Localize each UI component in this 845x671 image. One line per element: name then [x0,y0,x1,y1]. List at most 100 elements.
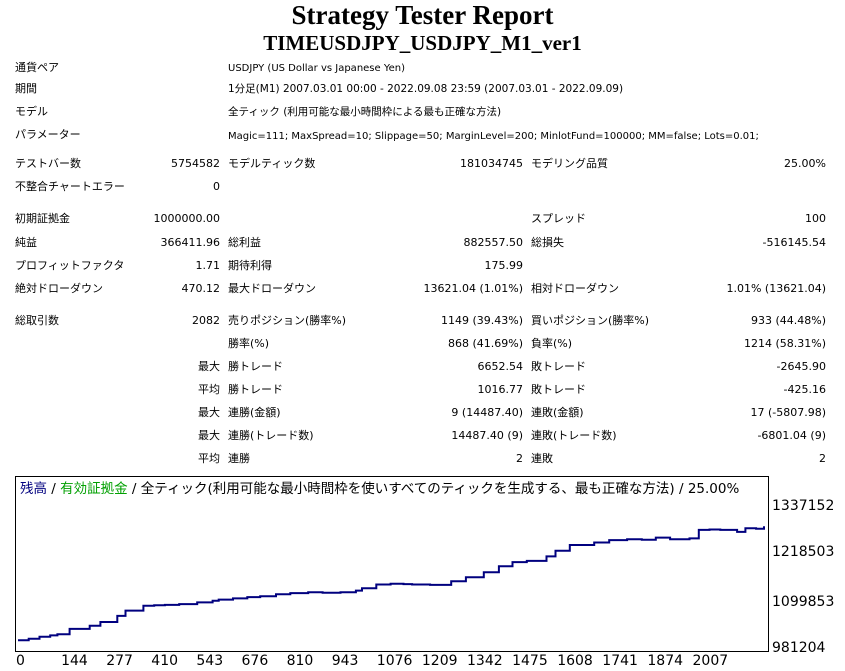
average-consecutive-losses-value: 2 [819,452,826,465]
average-consecutive-losses-label: 連敗 [531,452,553,465]
x-tick-label: 1209 [421,653,458,669]
deposit-label: 初期証拠金 [15,212,70,225]
report-subtitle: TIMEUSDJPY_USDJPY_M1_ver1 [263,31,582,55]
params-value: Magic=111; MaxSpread=10; Slippage=50; Ma… [228,131,759,142]
report-title: Strategy Tester Report [291,0,554,30]
balance-chart-plot [18,526,765,642]
consecutive-loss-count-value: -6801.04 (9) [757,429,826,442]
y-tick-label: 1099853 [772,594,835,610]
period-value: 1分足(M1) 2007.03.01 00:00 - 2022.09.08 23… [228,83,624,95]
maximal-label: 最大 [198,429,220,442]
average-consecutive-label: 平均 [198,452,220,465]
bars-value: 5754582 [171,157,220,170]
average-label: 平均 [198,383,220,396]
average-profit-trade-value: 1016.77 [477,383,524,396]
average-loss-trade-label: 敗トレード [531,383,586,396]
net-profit-label: 純益 [15,236,37,249]
params-label: パラメーター [15,128,81,141]
largest-label: 最大 [198,360,220,373]
legend-separator: / [47,481,61,497]
total-trades-label: 総取引数 [15,314,59,327]
ticks-label: モデルティック数 [228,157,316,170]
largest-loss-trade-value: -2645.90 [776,360,826,373]
x-tick-label: 1475 [512,653,548,669]
average-consecutive-wins-value: 2 [516,452,523,465]
x-tick-label: 277 [106,653,133,669]
period-label: 期間 [15,82,37,95]
largest-profit-trade-value: 6652.54 [477,360,524,373]
average-loss-trade-value: -425.16 [783,383,826,396]
long-positions-value: 933 (44.48%) [750,314,826,327]
loss-trades-label: 負率(%) [531,337,573,350]
absolute-drawdown-value: 470.12 [181,282,221,295]
x-tick-label: 1608 [557,653,593,669]
relative-drawdown-value: 1.01% (13621.04) [726,282,826,295]
max-drawdown-value: 13621.04 (1.01%) [423,282,523,295]
gross-loss-value: -516145.54 [762,236,826,249]
y-tick-label: 1337152 [772,498,835,514]
consecutive-losses-money-value: 17 (-5807.98) [750,406,826,419]
y-tick-label: 1218503 [772,544,835,560]
profit-trades-label: 勝率(%) [228,337,270,350]
legend-equity: 有効証拠金 [60,481,128,497]
net-profit-value: 366411.96 [160,236,221,249]
max-drawdown-label: 最大ドローダウン [228,282,316,295]
x-tick-label: 1076 [376,653,413,669]
chart-legend: 残高 / 有効証拠金 / 全ティック(利用可能な最小時間枠を使いすべてのティック… [20,481,739,497]
spread-label: スプレッド [531,212,586,225]
y-tick-label: 981204 [772,640,826,656]
balance-chart [15,476,769,652]
loss-trades-value: 1214 (58.31%) [743,337,826,350]
short-positions-value: 1149 (39.43%) [440,314,523,327]
deposit-value: 1000000.00 [153,212,220,225]
consecutive-profit-count-label: 連勝(トレード数) [228,429,314,442]
balance-series-line [18,526,765,642]
gross-loss-label: 総損失 [531,236,564,249]
relative-drawdown-label: 相対ドローダウン [531,282,619,295]
average-profit-trade-label: 勝トレード [228,383,283,396]
model-label: モデル [15,105,48,118]
x-tick-label: 810 [286,653,314,669]
largest-profit-trade-label: 勝トレード [228,360,283,373]
mismatch-label: 不整合チャートエラー [15,180,125,193]
maximum-label: 最大 [198,406,220,419]
x-tick-label: 943 [331,653,359,669]
consecutive-loss-count-label: 連敗(トレード数) [531,429,617,442]
x-tick-label: 1342 [467,653,503,669]
expected-payoff-label: 期待利得 [228,259,272,272]
x-tick-label: 144 [61,653,88,669]
ticks-value: 181034745 [460,157,523,170]
long-positions-label: 買いポジション(勝率%) [531,314,650,327]
average-consecutive-wins-label: 連勝 [228,452,250,465]
consecutive-profit-count-value: 14487.40 (9) [451,429,523,442]
x-tick-label: 1741 [602,653,638,669]
mismatch-value: 0 [213,180,220,193]
consecutive-losses-money-label: 連敗(金額) [531,406,584,419]
model-value: 全ティック (利用可能な最小時間枠による最も正確な方法) [228,106,502,118]
consecutive-wins-money-value: 9 (14487.40) [451,406,523,419]
profit-factor-label: プロフィットファクタ [15,259,125,272]
legend-description: / 全ティック(利用可能な最小時間枠を使いすべてのティックを生成する、最も正確な… [127,481,740,497]
spread-value: 100 [805,212,826,225]
gross-profit-value: 882557.50 [463,236,524,249]
profit-factor-value: 1.71 [195,259,221,272]
x-tick-label: 543 [196,653,224,669]
total-trades-value: 2082 [192,314,220,327]
x-tick-label: 1874 [647,653,684,669]
legend-balance: 残高 [20,481,47,497]
symbol-label: 通貨ペア [15,61,59,74]
x-tick-label: 676 [241,653,269,669]
x-tick-label: 0 [16,653,25,669]
x-tick-label: 410 [151,653,179,669]
bars-label: テストバー数 [15,157,81,170]
gross-profit-label: 総利益 [228,236,261,249]
consecutive-wins-money-label: 連勝(金額) [228,406,281,419]
absolute-drawdown-label: 絶対ドローダウン [15,282,103,295]
short-positions-label: 売りポジション(勝率%) [228,314,347,327]
symbol-value: USDJPY (US Dollar vs Japanese Yen) [228,63,406,74]
quality-value: 25.00% [784,157,826,170]
profit-trades-value: 868 (41.69%) [447,337,523,350]
quality-label: モデリング品質 [531,157,608,170]
largest-loss-trade-label: 敗トレード [531,360,586,373]
expected-payoff-value: 175.99 [484,259,524,272]
